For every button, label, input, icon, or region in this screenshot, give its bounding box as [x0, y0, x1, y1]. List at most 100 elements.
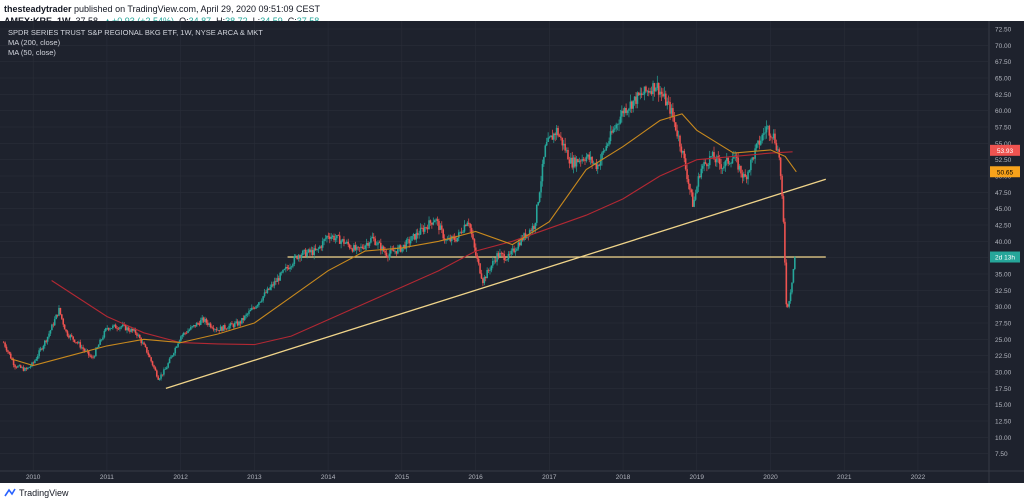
- candle-body: [582, 159, 585, 161]
- candle-body: [276, 278, 279, 282]
- candle-body: [319, 246, 321, 249]
- time-axis[interactable]: 2010 2011 2012 2013 2014 2015 2016 2017 2018 2019…: [0, 470, 1024, 481]
- candle-body: [752, 157, 755, 159]
- candle-body: [768, 126, 771, 136]
- candle-body: [300, 255, 303, 258]
- candle-body: [321, 241, 324, 248]
- candle-body: [602, 150, 605, 153]
- y-tick-label: 20.00: [995, 370, 1012, 377]
- candle-body: [192, 325, 195, 327]
- candle-body: [646, 90, 649, 92]
- candle-body: [467, 222, 470, 224]
- price-axis-labels: 53.93 50.65 2d 13h: [990, 144, 1020, 263]
- candle-body: [36, 356, 39, 359]
- tradingview-brand[interactable]: TradingView: [19, 488, 69, 498]
- candle-body: [387, 256, 389, 258]
- candle-body: [470, 227, 473, 235]
- candle-body: [530, 230, 532, 231]
- candle-body: [239, 321, 242, 324]
- candle-body: [555, 127, 558, 136]
- candle-body: [378, 242, 381, 244]
- candle-body: [283, 269, 286, 270]
- candle-body: [517, 242, 520, 249]
- candle-body: [429, 220, 432, 223]
- candle-body: [211, 327, 213, 329]
- candle-body: [357, 246, 359, 248]
- candle-body: [564, 143, 566, 151]
- candle-body: [70, 335, 73, 337]
- candle-body: [670, 108, 673, 114]
- candle-body: [269, 287, 272, 290]
- candle-body: [694, 193, 697, 200]
- candle-body: [231, 323, 233, 325]
- candle-body: [153, 365, 155, 368]
- candle-body: [724, 160, 727, 167]
- candle-body: [472, 234, 474, 240]
- candle-body: [595, 162, 598, 170]
- candle-body: [405, 240, 408, 249]
- grid-lines: [0, 21, 988, 471]
- candle-body: [638, 92, 640, 96]
- candle-body: [275, 281, 277, 282]
- trendline[interactable]: [165, 178, 826, 389]
- candle-body: [299, 255, 301, 258]
- candle-body: [151, 361, 154, 366]
- candle-body: [412, 234, 415, 237]
- candle-body: [599, 159, 602, 166]
- candle-body: [615, 124, 617, 129]
- candle-body: [150, 357, 152, 362]
- y-tick-label: 32.50: [995, 288, 1012, 295]
- candle-body: [259, 301, 262, 303]
- candle-body: [534, 222, 537, 229]
- candle-body: [253, 308, 256, 309]
- candle-body: [639, 93, 642, 96]
- candle-body: [306, 252, 308, 257]
- candle-body: [236, 321, 239, 326]
- candle-body: [317, 248, 320, 250]
- candle-body: [380, 242, 382, 251]
- candle-body: [365, 243, 368, 246]
- candle-body: [742, 174, 745, 178]
- candle-body: [513, 248, 515, 253]
- candle-body: [110, 328, 113, 329]
- candle-body: [758, 140, 761, 145]
- candle-body: [611, 131, 613, 133]
- candle-body: [626, 110, 629, 113]
- candle-body: [568, 159, 571, 164]
- candle-body: [399, 245, 402, 252]
- y-tick-label: 10.00: [995, 435, 1012, 442]
- legend-ma50[interactable]: MA (50, close): [8, 48, 56, 57]
- legend-ma200[interactable]: MA (200, close): [8, 38, 61, 47]
- candle-body: [7, 350, 9, 352]
- candle-body: [666, 101, 669, 106]
- candle-body: [207, 322, 209, 325]
- candle-body: [408, 239, 410, 244]
- candle-body: [377, 242, 379, 245]
- candle-body: [66, 331, 69, 336]
- candle-body: [294, 255, 297, 257]
- candle-body: [445, 240, 447, 241]
- candle-body: [364, 245, 367, 249]
- candle-body: [130, 328, 133, 332]
- publisher-name[interactable]: thesteadytrader: [4, 4, 72, 14]
- candle-body: [422, 228, 425, 232]
- candle-body: [433, 220, 436, 223]
- candle-body: [225, 328, 228, 330]
- y-tick-label: 17.50: [995, 386, 1012, 393]
- candle-body: [42, 345, 45, 350]
- candle-body: [673, 117, 676, 123]
- candle-body: [649, 91, 652, 93]
- candle-body: [720, 164, 722, 169]
- candle-body: [249, 309, 252, 312]
- chart-frame[interactable]: 7.50 10.00 12.50 15.00 17.50 20.00 22.50 25.00 2…: [0, 21, 1024, 483]
- candle-body: [350, 247, 352, 249]
- candle-body: [208, 323, 211, 325]
- candle-body: [669, 102, 671, 114]
- candle-body: [212, 328, 215, 330]
- candle-body: [575, 159, 578, 167]
- candle-body: [272, 284, 274, 286]
- candle-body: [510, 250, 513, 255]
- candle-body: [578, 160, 581, 163]
- price-chart[interactable]: 7.50 10.00 12.50 15.00 17.50 20.00 22.50 25.00 2…: [0, 21, 1024, 483]
- y-tick-label: 72.50: [995, 27, 1012, 34]
